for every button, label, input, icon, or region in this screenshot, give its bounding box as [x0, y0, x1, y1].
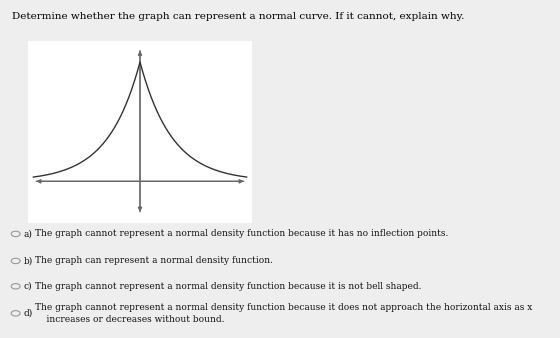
- Text: b): b): [24, 257, 33, 265]
- Text: a): a): [24, 230, 32, 238]
- Text: The graph can represent a normal density function.: The graph can represent a normal density…: [35, 257, 273, 265]
- Text: Determine whether the graph can represent a normal curve. If it cannot, explain : Determine whether the graph can represen…: [12, 12, 465, 21]
- Text: d): d): [24, 309, 33, 318]
- Text: The graph cannot represent a normal density function because it has no inflectio: The graph cannot represent a normal dens…: [35, 230, 449, 238]
- Text: The graph cannot represent a normal density function because it is not bell shap: The graph cannot represent a normal dens…: [35, 282, 422, 291]
- Text: The graph cannot represent a normal density function because it does not approac: The graph cannot represent a normal dens…: [35, 303, 533, 324]
- Text: c): c): [24, 282, 32, 291]
